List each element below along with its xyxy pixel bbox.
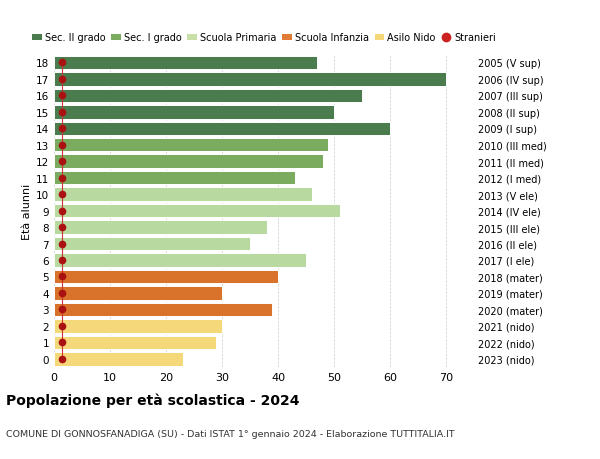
Bar — [54, 270, 278, 284]
Bar — [54, 155, 323, 168]
Text: Popolazione per età scolastica - 2024: Popolazione per età scolastica - 2024 — [6, 392, 299, 407]
Bar — [54, 90, 362, 103]
Text: COMUNE DI GONNOSFANADIGA (SU) - Dati ISTAT 1° gennaio 2024 - Elaborazione TUTTIT: COMUNE DI GONNOSFANADIGA (SU) - Dati IST… — [6, 429, 455, 438]
Bar — [54, 204, 340, 218]
Bar — [54, 106, 334, 119]
Y-axis label: Età alunni: Età alunni — [22, 183, 32, 239]
Bar — [54, 172, 295, 185]
Legend: Sec. II grado, Sec. I grado, Scuola Primaria, Scuola Infanzia, Asilo Nido, Stran: Sec. II grado, Sec. I grado, Scuola Prim… — [28, 29, 500, 47]
Bar — [54, 336, 217, 349]
Bar — [54, 221, 267, 234]
Bar — [54, 73, 446, 86]
Bar — [54, 237, 250, 251]
Bar — [54, 188, 311, 202]
Bar — [54, 303, 272, 316]
Bar — [54, 352, 183, 366]
Bar — [54, 56, 317, 70]
Bar — [54, 139, 328, 152]
Bar — [54, 286, 222, 300]
Bar — [54, 122, 390, 136]
Bar — [54, 319, 222, 333]
Bar — [54, 254, 306, 267]
